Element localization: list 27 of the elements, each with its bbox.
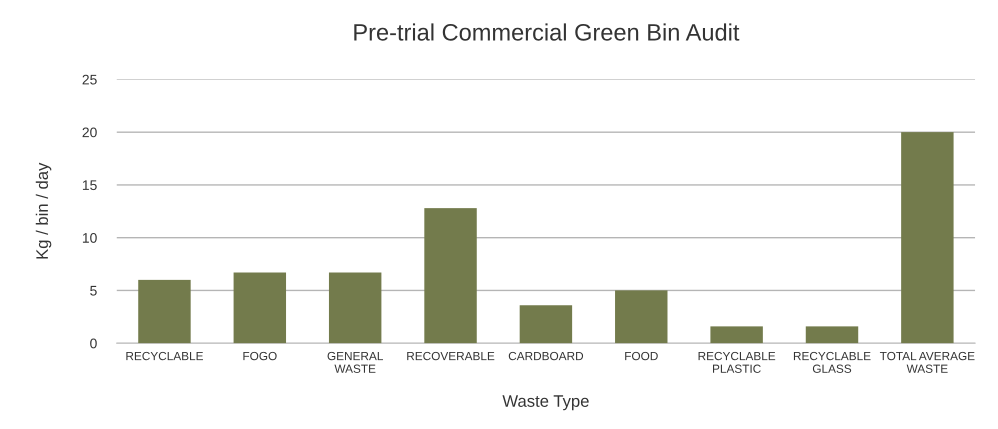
x-tick-label: RECYCLABLE GLASS [794, 352, 871, 373]
x-tick-label: RECYCLABLE [126, 352, 203, 360]
bar [710, 326, 763, 344]
bar [520, 305, 572, 344]
y-tick-label: 15 [82, 180, 97, 190]
y-tick-label: 0 [90, 338, 97, 348]
x-tick-label: GENERAL WASTE [328, 352, 383, 373]
chart-title: Pre-trial Commercial Green Bin Audit [354, 23, 740, 41]
y-tick-label: 10 [82, 233, 97, 243]
bar [138, 280, 191, 344]
x-tick-label: TOTAL AVERAGE WASTE [880, 352, 975, 373]
x-tick-label: RECOVERABLE [407, 352, 494, 360]
y-tick-label: 5 [90, 286, 97, 296]
y-tick-label: 20 [82, 127, 97, 138]
bar [234, 272, 286, 344]
bar [901, 132, 954, 344]
y-axis-title: Kg / bin / day [36, 162, 52, 259]
x-tick-label: FOGO [243, 352, 277, 360]
x-tick-label: FOOD [625, 352, 658, 360]
y-tick-label: 25 [82, 74, 97, 85]
bar [424, 208, 477, 344]
bar [615, 290, 668, 344]
x-tick-label: RECYCLABLE PLASTIC [698, 352, 776, 373]
x-tick-label: CARDBOARD [508, 352, 584, 360]
bar [806, 326, 858, 344]
bar [328, 272, 382, 344]
x-axis-title: Waste Type [502, 395, 589, 410]
